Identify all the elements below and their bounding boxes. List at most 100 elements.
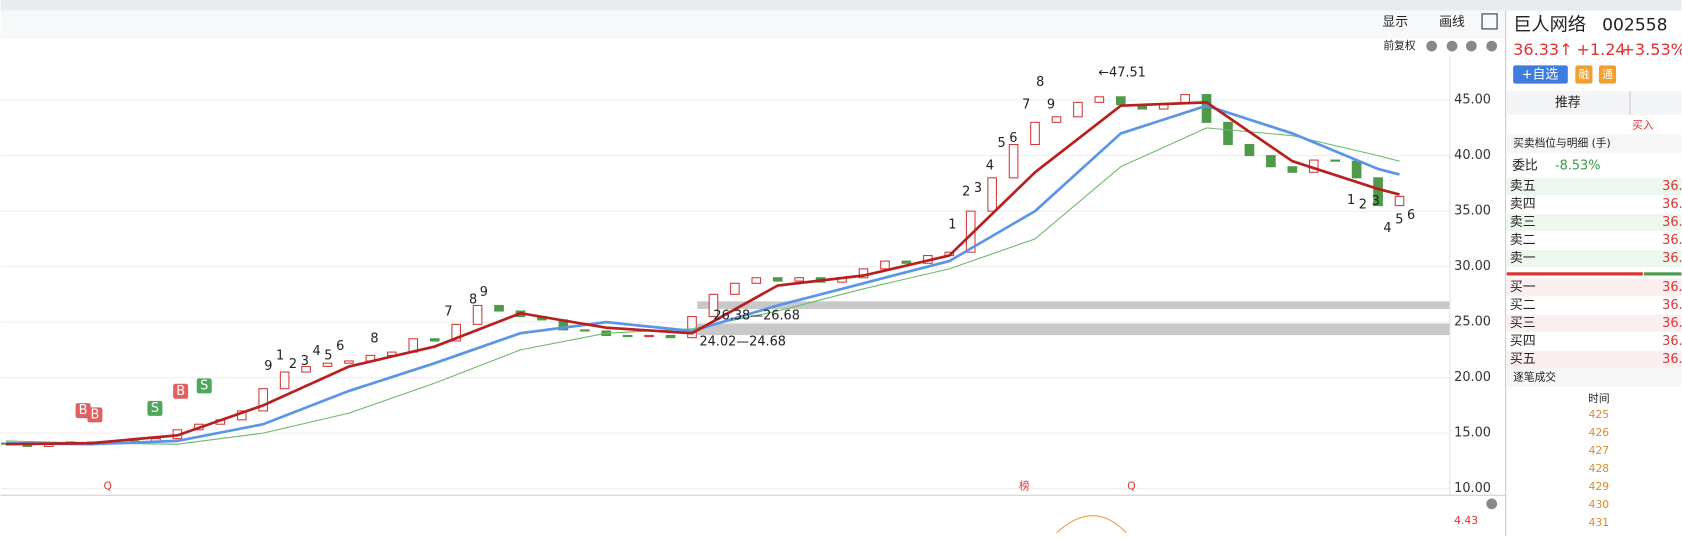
td-label: 6 (1407, 208, 1415, 223)
candle (1223, 121, 1233, 146)
tag-label: 融 (1579, 68, 1590, 81)
toolbar (0, 10, 1506, 39)
bottom-marker[interactable]: Q (1127, 480, 1135, 493)
marker-label: B (90, 407, 99, 422)
candle (1373, 177, 1383, 207)
marker-label: S (151, 401, 159, 416)
order-row (1506, 350, 1682, 368)
bottom-marker[interactable]: Q (104, 480, 112, 493)
candle (622, 334, 633, 338)
tab[interactable]: 推荐 (1555, 95, 1581, 110)
trade-time: 428 (1589, 462, 1610, 475)
td-label: 1 (276, 348, 284, 363)
order-row (1506, 249, 1682, 268)
marker[interactable] (87, 407, 103, 423)
trade-time: 429 (1589, 480, 1610, 493)
td-label: 6 (1009, 131, 1017, 146)
candle (1115, 96, 1126, 106)
order-level: 卖三 (1510, 215, 1536, 230)
trade-time: 430 (1589, 498, 1610, 511)
candle (1266, 155, 1276, 168)
change-pct: +3.53% (1621, 40, 1682, 59)
order-price: 36. (1662, 280, 1682, 295)
candle (1287, 166, 1298, 173)
depth-bar (1506, 272, 1643, 276)
candle (794, 277, 805, 282)
price: 36.33↑ (1513, 40, 1573, 59)
tag[interactable] (1598, 65, 1617, 84)
settings-icon[interactable] (1486, 498, 1498, 510)
candle (687, 316, 697, 339)
order-price: 36. (1662, 179, 1682, 194)
candle (301, 365, 311, 373)
marker[interactable] (75, 403, 91, 419)
candle (494, 304, 504, 312)
candle (1008, 143, 1019, 179)
buy-button[interactable]: 买入 (1632, 118, 1654, 131)
td-label: 3 (301, 354, 309, 369)
tag[interactable] (1575, 65, 1593, 84)
td-label: 3 (1372, 194, 1380, 209)
order-level: 卖五 (1510, 179, 1536, 194)
order-level: 买四 (1510, 334, 1536, 349)
trade-time: 425 (1589, 408, 1609, 421)
bottom-marker[interactable]: 榜 (1019, 480, 1030, 493)
candle (708, 293, 719, 318)
price-chart: 10.00 15.00 20.00 25.00 30.00 35.00 40.00 45.00 (0, 93, 1491, 496)
order-row (1506, 195, 1682, 214)
candle (665, 334, 676, 339)
display-button[interactable]: 显示 (1382, 15, 1408, 30)
order-level: 买二 (1510, 298, 1536, 313)
y-tick-label: 20.00 (1454, 370, 1491, 385)
high-label: ←47.51 (1098, 65, 1146, 80)
price-band (697, 323, 1450, 336)
trade-time: 426 (1589, 426, 1610, 439)
order-price: 36. (1662, 233, 1682, 248)
td-label: 8 (1036, 75, 1044, 90)
candle (1244, 143, 1255, 157)
layout-icon[interactable] (1481, 13, 1498, 30)
quote-panel: 巨人网络 002558 36.33↑ +1.24 +3.53% +自选 融 通 … (1506, 15, 1682, 405)
time-header: 时间 (1588, 392, 1609, 405)
td-label: 2 (289, 357, 297, 372)
adjust-select[interactable]: 前复权 (1383, 39, 1415, 52)
order-level: 卖四 (1510, 197, 1536, 212)
stock-name: 巨人网络 (1513, 15, 1586, 36)
add-watch-button[interactable] (1513, 65, 1568, 84)
candle (1073, 101, 1083, 118)
zoom-icons[interactable] (1426, 40, 1498, 52)
order-row (1506, 332, 1682, 350)
order-level: 买五 (1510, 352, 1536, 367)
td-label: 4 (986, 159, 994, 174)
candle (429, 338, 440, 342)
candle (644, 334, 654, 338)
change: +1.24 (1576, 40, 1625, 59)
ratio-value: -8.53% (1555, 159, 1601, 174)
order-row (1506, 296, 1682, 314)
ma-line (5, 104, 1400, 446)
y-tick-label: 25.00 (1454, 315, 1491, 330)
depth-header (1506, 134, 1682, 154)
td-label: 5 (1395, 212, 1403, 227)
marker[interactable] (173, 383, 189, 399)
y-tick-label: 15.00 (1454, 426, 1491, 441)
td-label: 7 (444, 304, 452, 319)
draw-button[interactable]: 画线 (1439, 15, 1465, 30)
td-label: 1 (1347, 193, 1355, 208)
candle (279, 371, 290, 390)
td-labels: 8 9 1 2 3 4 5 6 7 8 9 1 2 3 4 5 6 7 8 9 … (264, 75, 1415, 374)
candle (1351, 160, 1362, 179)
indicator-line (1056, 515, 1127, 534)
order-row (1506, 231, 1682, 250)
stock-code: 002558 (1602, 16, 1667, 36)
price-band (697, 301, 1450, 309)
marker[interactable] (147, 400, 163, 416)
candle (579, 329, 590, 332)
td-label: 2 (1359, 197, 1367, 212)
order-price: 36. (1662, 251, 1682, 266)
band-label: 24.02—24.68 (699, 334, 786, 349)
marker-label: B (79, 403, 88, 418)
candle (1394, 195, 1405, 207)
marker[interactable] (196, 378, 212, 394)
